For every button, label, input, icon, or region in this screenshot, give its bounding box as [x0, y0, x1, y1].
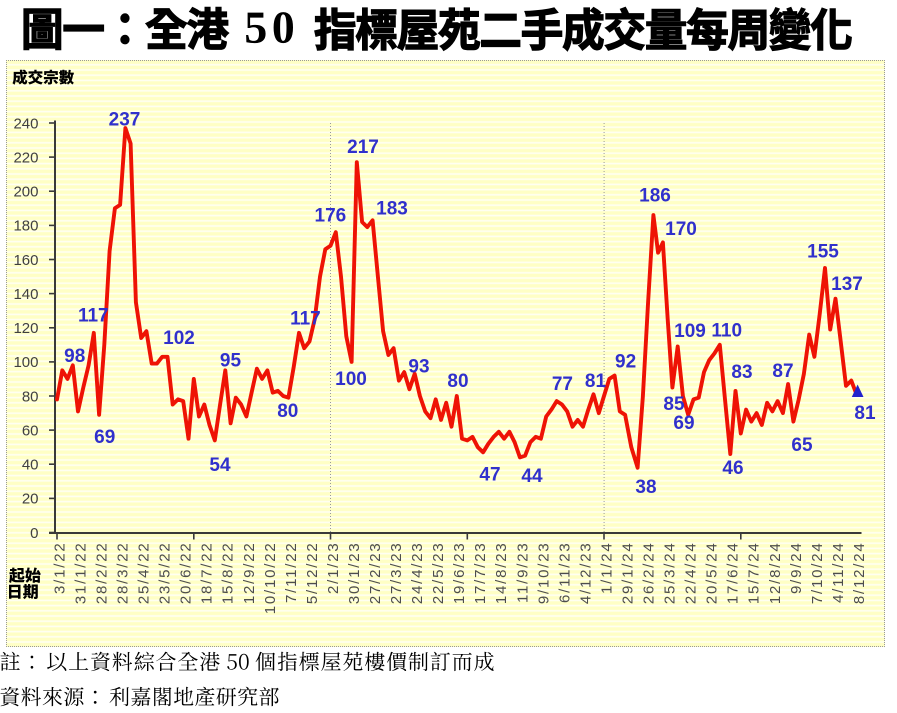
svg-text:25/4/22: 25/4/22 [136, 542, 153, 605]
svg-text:12/9/22: 12/9/22 [241, 542, 258, 605]
svg-text:26/2/24: 26/2/24 [641, 542, 658, 605]
svg-text:200: 200 [13, 184, 38, 201]
svg-text:80: 80 [22, 388, 39, 405]
svg-text:69: 69 [673, 413, 694, 434]
svg-text:47: 47 [479, 464, 500, 485]
svg-text:186: 186 [639, 185, 671, 206]
svg-text:237: 237 [109, 109, 141, 130]
svg-text:83: 83 [731, 362, 752, 383]
svg-text:183: 183 [376, 199, 408, 220]
svg-text:29/1/24: 29/1/24 [620, 542, 637, 605]
svg-text:102: 102 [163, 328, 195, 349]
svg-text:69: 69 [94, 427, 115, 448]
svg-text:80: 80 [447, 371, 468, 392]
svg-text:240: 240 [13, 115, 38, 132]
svg-text:22/4/24: 22/4/24 [683, 542, 700, 605]
svg-text:38: 38 [635, 477, 656, 498]
svg-text:40: 40 [22, 457, 39, 474]
svg-text:92: 92 [615, 352, 636, 373]
svg-text:85: 85 [663, 394, 685, 415]
svg-text:54: 54 [209, 455, 231, 476]
svg-text:25/3/24: 25/3/24 [662, 542, 679, 605]
svg-text:19/6/23: 19/6/23 [451, 542, 468, 605]
svg-text:17/6/24: 17/6/24 [725, 542, 742, 605]
svg-text:20: 20 [22, 491, 39, 508]
svg-text:11/9/23: 11/9/23 [514, 542, 531, 604]
svg-text:20/5/24: 20/5/24 [704, 542, 721, 605]
svg-text:160: 160 [13, 252, 38, 269]
svg-text:220: 220 [13, 149, 38, 166]
svg-text:80: 80 [277, 401, 298, 422]
svg-text:81: 81 [585, 371, 607, 392]
svg-text:137: 137 [831, 274, 863, 295]
svg-text:23/5/22: 23/5/22 [157, 542, 174, 605]
svg-text:60: 60 [22, 422, 39, 439]
svg-text:17/7/23: 17/7/23 [472, 542, 489, 605]
svg-text:100: 100 [335, 369, 367, 390]
svg-text:109: 109 [674, 321, 706, 342]
svg-text:15/8/22: 15/8/22 [220, 542, 237, 605]
svg-text:14/8/23: 14/8/23 [493, 542, 510, 605]
svg-text:24/4/23: 24/4/23 [409, 542, 426, 605]
svg-text:12/8/24: 12/8/24 [767, 542, 784, 605]
svg-text:170: 170 [665, 219, 697, 240]
svg-text:77: 77 [552, 374, 573, 395]
svg-text:28/2/22: 28/2/22 [94, 542, 111, 605]
svg-text:140: 140 [13, 286, 38, 303]
svg-text:65: 65 [791, 435, 813, 456]
svg-text:95: 95 [220, 351, 242, 372]
svg-text:176: 176 [315, 206, 347, 227]
svg-text:217: 217 [347, 137, 379, 158]
svg-text:2/1/23: 2/1/23 [325, 542, 342, 595]
svg-text:81: 81 [854, 403, 876, 424]
svg-text:9/9/24: 9/9/24 [788, 542, 805, 595]
svg-text:1/1/24: 1/1/24 [598, 542, 615, 595]
svg-text:100: 100 [13, 354, 38, 371]
svg-text:28/3/22: 28/3/22 [115, 542, 132, 605]
svg-text:4/11/24: 4/11/24 [830, 542, 847, 604]
svg-text:180: 180 [13, 218, 38, 235]
svg-text:9/10/23: 9/10/23 [535, 542, 552, 605]
svg-text:110: 110 [711, 320, 742, 341]
svg-text:93: 93 [408, 356, 429, 377]
svg-text:7/11/22: 7/11/22 [283, 542, 300, 604]
svg-text:10/10/22: 10/10/22 [262, 542, 279, 615]
svg-text:46: 46 [722, 458, 743, 479]
svg-text:6/11/23: 6/11/23 [556, 542, 573, 604]
svg-text:30/1/23: 30/1/23 [346, 542, 363, 605]
svg-text:27/3/23: 27/3/23 [388, 542, 405, 605]
svg-text:117: 117 [78, 306, 109, 327]
svg-text:120: 120 [13, 320, 38, 337]
svg-text:4/12/23: 4/12/23 [577, 542, 594, 605]
svg-text:98: 98 [64, 346, 85, 367]
svg-text:27/2/23: 27/2/23 [367, 542, 384, 605]
svg-text:155: 155 [807, 241, 839, 262]
svg-text:31/1/22: 31/1/22 [72, 542, 89, 605]
svg-text:18/7/22: 18/7/22 [199, 542, 216, 605]
svg-text:117: 117 [290, 309, 321, 330]
svg-text:8/12/24: 8/12/24 [851, 542, 868, 605]
svg-text:5/12/22: 5/12/22 [304, 542, 321, 605]
svg-text:22/5/23: 22/5/23 [430, 542, 447, 605]
svg-text:87: 87 [772, 361, 793, 382]
svg-text:20/6/22: 20/6/22 [178, 542, 195, 605]
svg-text:7/10/24: 7/10/24 [809, 542, 826, 605]
svg-text:3/1/22: 3/1/22 [51, 542, 68, 595]
svg-text:15/7/24: 15/7/24 [746, 542, 763, 605]
svg-text:44: 44 [521, 466, 543, 487]
svg-text:0: 0 [30, 525, 38, 542]
